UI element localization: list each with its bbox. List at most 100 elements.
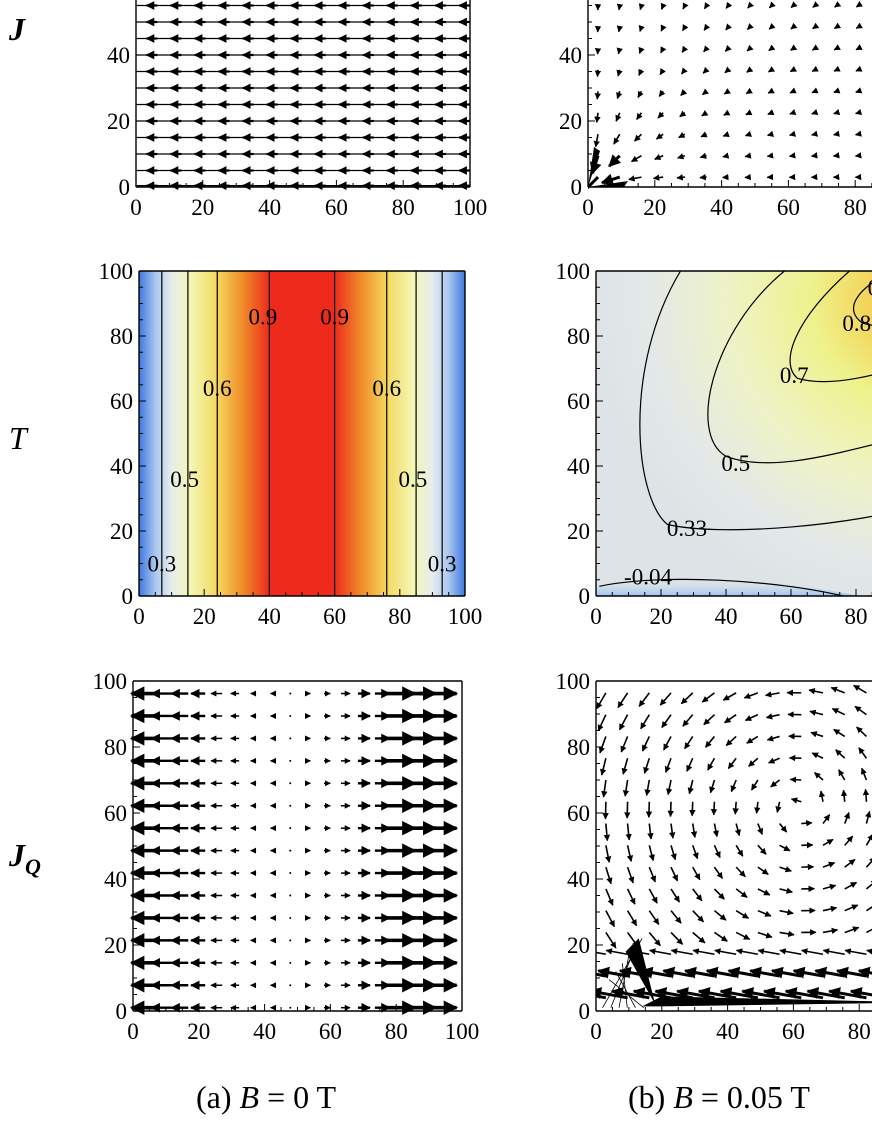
panel-J-a: 0 20 40 60 80 100 0 20 40: [107, 0, 487, 220]
current-arrow: [702, 88, 710, 96]
heat-flux-arrow: [690, 823, 698, 838]
current-arrow: [833, 65, 841, 72]
current-arrow: [833, 130, 840, 137]
heat-flux-arrow: [666, 779, 673, 796]
heat-flux-arrow: [667, 801, 674, 818]
heat-flux-arrow: [682, 714, 694, 727]
current-arrow: [701, 109, 709, 117]
heat-flux-arrow: [831, 707, 846, 716]
current-arrow: [608, 154, 622, 168]
heat-flux-arrow: [854, 705, 867, 716]
heat-flux-arrow: [789, 776, 802, 783]
current-arrow: [702, 66, 710, 74]
current-arrow: [789, 87, 797, 94]
current-arrow: [660, 2, 667, 10]
heat-flux-arrow: [858, 747, 868, 759]
x-tick-label: 40: [716, 1019, 739, 1044]
contour-line: [639, 271, 872, 531]
heat-flux-arrow: [626, 888, 636, 905]
heat-flux-arrow: [766, 735, 780, 742]
current-arrow: [613, 133, 621, 145]
current-arrow: [616, 69, 623, 77]
heat-flux-arrow: [779, 930, 795, 938]
heat-flux-arrow: [770, 779, 781, 788]
contour-label: 0.5: [398, 467, 427, 492]
heat-flux-arrow: [618, 714, 629, 731]
x-tick-label: 0: [582, 195, 594, 220]
heat-flux-arrow: [860, 767, 868, 781]
heat-flux-arrow: [686, 757, 694, 772]
heat-flux-dot: [289, 827, 292, 830]
heat-flux-arrow: [604, 845, 612, 863]
current-arrow: [676, 174, 685, 181]
current-arrow: [724, 66, 732, 74]
current-arrow: [703, 45, 710, 53]
y-tick-label: 100: [99, 259, 134, 284]
heat-flux-arrow: [605, 888, 614, 906]
heat-flux-arrow: [725, 735, 737, 747]
current-arrow: [638, 3, 645, 11]
current-arrow: [767, 109, 775, 116]
heat-flux-arrow: [649, 948, 672, 956]
caption-b-var: B: [673, 1079, 693, 1115]
heat-flux-arrow: [647, 823, 654, 840]
heat-flux-arrow: [735, 888, 748, 898]
y-tick-label: 80: [567, 735, 590, 760]
x-tick-label: 60: [777, 195, 800, 220]
contour-label: 0.9: [249, 305, 278, 330]
x-tick-label: 40: [710, 195, 733, 220]
heat-flux-arrow: [691, 845, 699, 860]
contour-line: [789, 271, 872, 383]
heat-flux-arrow: [833, 728, 846, 738]
contour-label: 0.6: [372, 376, 401, 401]
heat-flux-arrow: [704, 735, 716, 748]
heatmap-fill: [596, 271, 872, 596]
y-tick-label: 0: [579, 999, 591, 1024]
current-arrow: [660, 46, 667, 54]
current-arrow: [631, 154, 642, 163]
current-arrow: [768, 44, 776, 52]
current-arrow: [638, 46, 645, 54]
heat-flux-arrow: [866, 906, 872, 912]
current-arrow: [725, 23, 732, 31]
heat-flux-arrow: [743, 692, 759, 699]
contour-label: 0.3: [147, 552, 176, 577]
x-tick-label: 80: [385, 1019, 408, 1044]
heat-flux-arrow: [735, 931, 751, 941]
current-arrow: [768, 66, 776, 73]
heat-flux-arrow: [822, 927, 839, 935]
current-arrow: [855, 22, 863, 29]
contour-label: 0.86: [842, 311, 872, 336]
current-arrow: [588, 176, 600, 190]
heat-flux-arrow: [597, 714, 607, 732]
heat-flux-arrow: [617, 692, 629, 709]
heat-flux-dot: [289, 1006, 292, 1009]
heat-flux-arrow: [866, 948, 872, 955]
heat-flux-arrow: [692, 948, 715, 956]
current-arrow: [660, 24, 667, 32]
heat-flux-arrow: [648, 931, 661, 947]
heat-flux-dot: [289, 916, 292, 919]
current-arrow: [811, 130, 819, 137]
heat-flux-arrow: [648, 910, 660, 925]
current-arrow: [833, 108, 841, 116]
heat-flux-dot: [289, 737, 292, 740]
heat-flux-arrow: [659, 692, 672, 706]
current-arrow: [855, 65, 863, 72]
contour-line: [707, 271, 872, 464]
heatmap: 0.1 0.86 0.7 0.5 0.33 -0.04: [596, 271, 872, 596]
y-tick-label: 20: [567, 933, 590, 958]
heat-flux-dot: [289, 692, 292, 695]
x-tick-label: 60: [782, 1019, 805, 1044]
heat-flux-arrow: [822, 883, 837, 890]
heat-flux-arrow: [692, 910, 705, 923]
current-arrow: [658, 89, 666, 97]
heat-flux-arrow: [661, 714, 672, 729]
caption-a-var: B: [240, 1079, 260, 1115]
current-arrow: [703, 2, 711, 10]
heat-flux-dot: [289, 894, 292, 897]
heat-flux-arrow: [664, 757, 672, 773]
y-tick-label: 40: [567, 867, 590, 892]
heat-flux-arrow: [680, 692, 694, 705]
contour-label: 0.5: [721, 451, 750, 476]
